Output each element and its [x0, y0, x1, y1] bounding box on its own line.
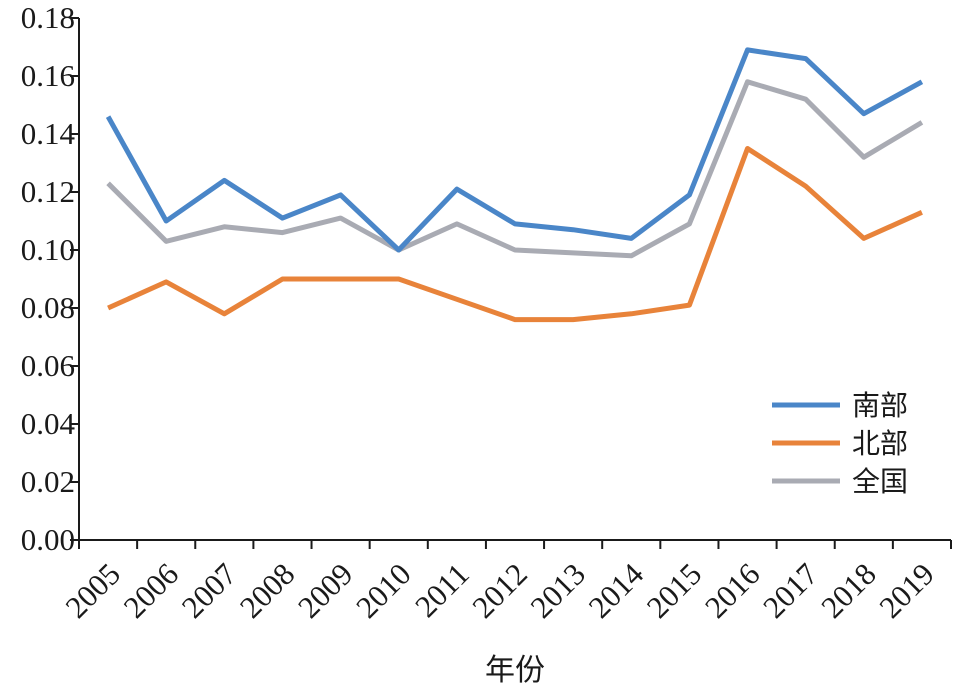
y-tick-label: 0.06: [21, 348, 75, 383]
x-tick-label: 2010: [349, 556, 418, 625]
y-tick-label: 0.18: [21, 0, 75, 35]
y-tick-label: 0.16: [21, 58, 75, 93]
y-tick-label: 0.04: [21, 406, 76, 441]
x-tick-label: 2014: [582, 556, 651, 625]
series-line-0: [105, 47, 924, 253]
legend-label-2: 全国: [852, 465, 908, 498]
x-tick-label: 2005: [58, 556, 127, 625]
y-axis-ticks: 0.00 0.02 0.04 0.06 0.08 0.10 0.12 0.14 0.16 0.18: [21, 0, 79, 557]
x-tick-label: 2016: [698, 556, 767, 625]
x-tick-label: 2008: [233, 556, 302, 625]
axes: [78, 18, 951, 541]
y-tick-label: 0.00: [21, 522, 75, 557]
y-tick-label: 0.14: [21, 116, 76, 151]
x-axis-ticks: 2005200620072008200920102011201220132014…: [58, 540, 952, 625]
series-line-1: [107, 146, 923, 323]
x-tick-label: 2006: [117, 556, 186, 625]
legend-label-0: 南部: [852, 389, 908, 422]
y-tick-label: 0.08: [21, 290, 75, 325]
x-tick-label: 2013: [523, 556, 592, 625]
x-tick-label: 2015: [640, 556, 709, 625]
x-tick-label: 2019: [872, 556, 941, 625]
x-tick-label: 2009: [291, 556, 360, 625]
x-tick-label: 2017: [756, 556, 825, 625]
series-line-2: [106, 79, 924, 259]
series-lines: [105, 47, 924, 323]
x-tick-label: 2012: [465, 556, 534, 625]
x-tick-label: 2011: [408, 556, 476, 624]
x-axis-title: 年份: [485, 653, 545, 688]
y-tick-label: 0.02: [21, 464, 75, 499]
x-tick-label: 2018: [814, 556, 883, 625]
legend-label-1: 北部: [852, 427, 908, 460]
y-tick-label: 0.10: [21, 232, 75, 267]
x-tick-label: 2007: [175, 556, 244, 625]
y-tick-label: 0.12: [21, 174, 75, 209]
